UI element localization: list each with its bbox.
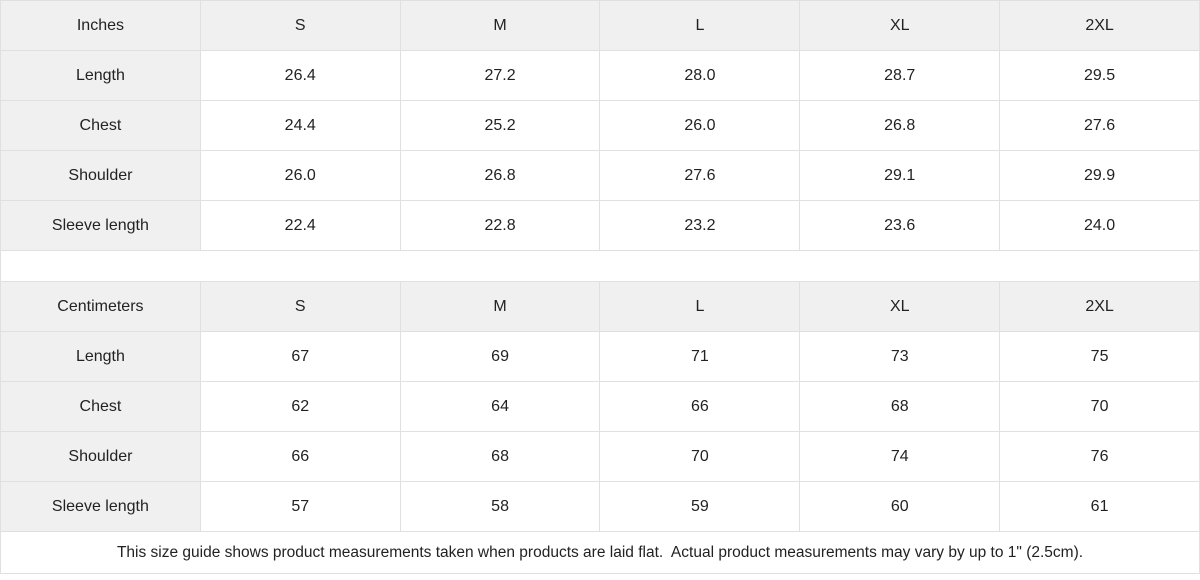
size-header-cell: M: [399, 0, 601, 51]
size-header-row: Inches S M L XL 2XL: [0, 0, 1200, 51]
row-label-cell: Length: [0, 50, 201, 101]
measurement-cell: 23.6: [799, 200, 1001, 251]
measurement-cell: 29.9: [999, 150, 1200, 201]
measurement-cell: 28.7: [799, 50, 1001, 101]
size-header-cell: 2XL: [999, 281, 1200, 332]
measurement-cell: 26.0: [599, 100, 801, 151]
measurement-cell: 22.8: [399, 200, 601, 251]
measurement-row: Chest 24.4 25.2 26.0 26.8 27.6: [0, 100, 1200, 151]
centimeters-table-header: Centimeters S M L XL 2XL: [0, 281, 1200, 332]
measurement-cell: 23.2: [599, 200, 801, 251]
measurement-cell: 62: [199, 381, 401, 432]
centimeters-table-body: Length 67 69 71 73 75 Chest 62 64 66 68 70 Shoulder 6…: [0, 331, 1200, 532]
measurement-cell: 64: [399, 381, 601, 432]
measurement-cell: 24.0: [999, 200, 1200, 251]
measurement-cell: 58: [399, 481, 601, 532]
measurement-row: Shoulder 26.0 26.8 27.6 29.1 29.9: [0, 150, 1200, 201]
measurement-cell: 59: [599, 481, 801, 532]
measurement-row: Sleeve length 57 58 59 60 61: [0, 481, 1200, 532]
measurement-cell: 29.5: [999, 50, 1200, 101]
size-header-cell: S: [199, 0, 401, 51]
measurement-cell: 27.2: [399, 50, 601, 101]
row-label-cell: Sleeve length: [0, 481, 201, 532]
size-header-cell: XL: [799, 0, 1001, 51]
size-header-cell: S: [199, 281, 401, 332]
measurement-cell: 66: [199, 431, 401, 482]
measurement-cell: 27.6: [999, 100, 1200, 151]
measurement-cell: 69: [399, 331, 601, 382]
measurement-row: Chest 62 64 66 68 70: [0, 381, 1200, 432]
measurement-cell: 60: [799, 481, 1001, 532]
measurement-cell: 73: [799, 331, 1001, 382]
measurement-cell: 71: [599, 331, 801, 382]
measurement-cell: 67: [199, 331, 401, 382]
measurement-cell: 26.0: [199, 150, 401, 201]
measurement-cell: 26.8: [799, 100, 1001, 151]
measurement-cell: 66: [599, 381, 801, 432]
measurement-cell: 24.4: [199, 100, 401, 151]
measurement-row: Length 26.4 27.2 28.0 28.7 29.5: [0, 50, 1200, 101]
row-label-cell: Shoulder: [0, 431, 201, 482]
measurement-cell: 26.8: [399, 150, 601, 201]
measurement-cell: 27.6: [599, 150, 801, 201]
row-label-cell: Sleeve length: [0, 200, 201, 251]
measurement-cell: 29.1: [799, 150, 1001, 201]
measurement-cell: 25.2: [399, 100, 601, 151]
centimeters-table: Centimeters S M L XL 2XL Length 67 69 71 73 75 Ches…: [0, 281, 1200, 532]
size-header-cell: XL: [799, 281, 1001, 332]
row-label-cell: Chest: [0, 100, 201, 151]
row-label-cell: Shoulder: [0, 150, 201, 201]
measurement-cell: 26.4: [199, 50, 401, 101]
measurement-cell: 76: [999, 431, 1200, 482]
inches-table-header: Inches S M L XL 2XL: [0, 0, 1200, 51]
measurement-cell: 74: [799, 431, 1001, 482]
row-label-cell: Chest: [0, 381, 201, 432]
inches-table-body: Length 26.4 27.2 28.0 28.7 29.5 Chest 24.4 25.2 2…: [0, 50, 1200, 251]
size-header-cell: L: [599, 281, 801, 332]
measurement-row: Length 67 69 71 73 75: [0, 331, 1200, 382]
unit-header-cell: Centimeters: [0, 281, 201, 332]
measurement-cell: 68: [799, 381, 1001, 432]
size-header-cell: 2XL: [999, 0, 1200, 51]
measurement-cell: 28.0: [599, 50, 801, 101]
table-spacer: [0, 251, 1200, 281]
measurement-cell: 75: [999, 331, 1200, 382]
unit-header-cell: Inches: [0, 0, 201, 51]
footer-note: This size guide shows product measuremen…: [0, 532, 1200, 574]
measurement-cell: 61: [999, 481, 1200, 532]
measurement-cell: 22.4: [199, 200, 401, 251]
row-label-cell: Length: [0, 331, 201, 382]
measurement-row: Sleeve length 22.4 22.8 23.2 23.6 24.0: [0, 200, 1200, 251]
measurement-cell: 70: [599, 431, 801, 482]
size-header-cell: L: [599, 0, 801, 51]
inches-table: Inches S M L XL 2XL Length 26.4 27.2 28.0 28.7 29.…: [0, 0, 1200, 251]
size-header-cell: M: [399, 281, 601, 332]
size-header-row: Centimeters S M L XL 2XL: [0, 281, 1200, 332]
measurement-cell: 68: [399, 431, 601, 482]
measurement-row: Shoulder 66 68 70 74 76: [0, 431, 1200, 482]
measurement-cell: 57: [199, 481, 401, 532]
measurement-cell: 70: [999, 381, 1200, 432]
